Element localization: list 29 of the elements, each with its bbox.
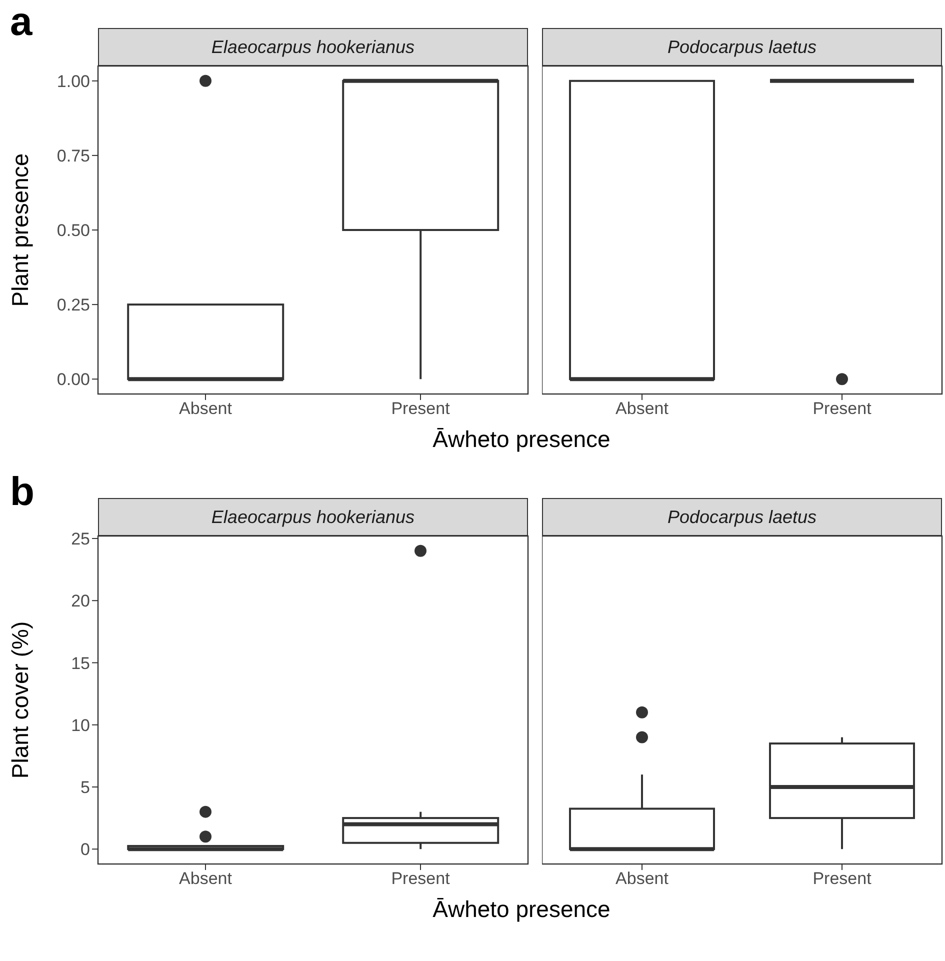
x-tick-label: Absent: [616, 869, 669, 888]
y-tick-label: 0.25: [56, 296, 90, 315]
y-tick-label: 0: [80, 840, 90, 860]
text: b: [10, 470, 34, 515]
x-axis-title: Āwheto presence: [432, 896, 612, 923]
y-tick-label: 15: [71, 654, 90, 673]
y-tick-label: 0.50: [56, 221, 90, 240]
x-tick-label: Absent: [616, 399, 669, 418]
chart-title: Elaeocarpus hookerianus: [211, 506, 415, 528]
x-tick-label: Present: [391, 869, 450, 888]
y-tick-label: 0.00: [56, 370, 90, 390]
x-tick-label: Absent: [179, 869, 232, 888]
x-axis-title: Āwheto presence: [432, 426, 612, 453]
x-tick-label: Absent: [179, 399, 232, 418]
y-tick-label: 10: [71, 716, 90, 735]
y-axis-title: Plant cover (%): [7, 621, 34, 779]
y-tick-label: 0.75: [56, 146, 90, 166]
y-tick-label: 5: [80, 778, 90, 798]
chart-title: Podocarpus laetus: [667, 506, 817, 528]
y-axis-title: Plant presence: [7, 153, 34, 307]
y-tick-label: 25: [71, 530, 90, 549]
x-tick-label: Present: [812, 869, 872, 888]
chart-title: Elaeocarpus hookerianus: [211, 36, 415, 58]
y-tick-label: 20: [71, 592, 90, 611]
chart-title: Podocarpus laetus: [667, 36, 817, 58]
x-tick-label: Present: [391, 399, 450, 418]
text: a: [10, 0, 32, 45]
x-tick-label: Present: [812, 399, 872, 418]
y-tick-label: 1.00: [56, 72, 90, 91]
